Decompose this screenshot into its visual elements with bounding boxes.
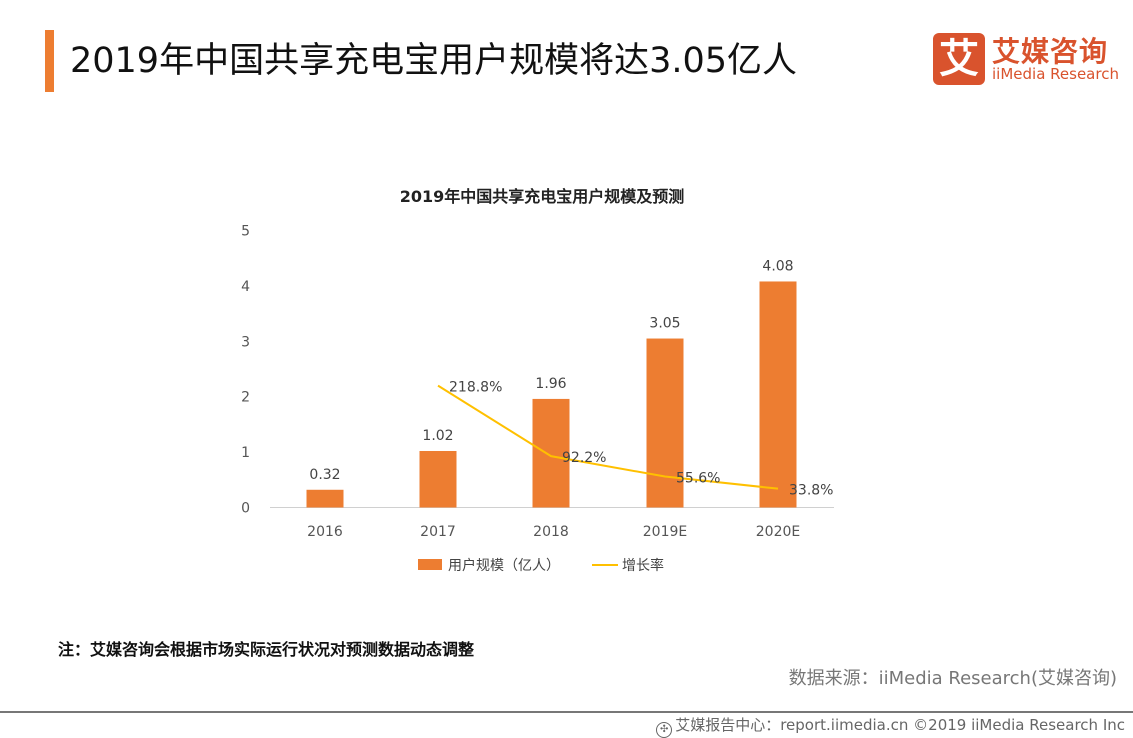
chart: 2019年中国共享充电宝用户规模及预测 0 1 2 3 4 5 0.32 1.02 1.96 3… [241,187,834,574]
chart-title: 2019年中国共享充电宝用户规模及预测 [400,187,685,206]
logo-mark: 艾 [933,33,985,85]
bar-data-label: 4.08 [762,258,793,274]
globe-icon: ✣ [656,722,673,738]
bar-series: 0.32 1.02 1.96 3.05 4.08 [306,258,797,508]
y-tick-label: 5 [241,224,250,240]
line-data-label: 92.2% [562,450,606,466]
logo-en-text: iiMedia Research [992,65,1119,83]
footer-text: 艾媒报告中心：report.iimedia.cn ©2019 iiMedia R… [675,716,1125,734]
line-series: 218.8% 92.2% 55.6% 33.8% [437,380,833,499]
data-source: 数据来源：iiMedia Research(艾媒咨询) [788,668,1117,689]
bar [532,398,570,508]
y-axis: 0 1 2 3 4 5 [241,224,250,517]
bar [306,489,344,508]
x-tick-label: 2017 [420,524,456,540]
bar [759,281,797,508]
legend-line-label: 增长率 [622,557,664,574]
line-data-label: 55.6% [676,471,720,487]
growth-rate-line [437,384,779,490]
note: 注：艾媒咨询会根据市场实际运行状况对预测数据动态调整 [58,640,475,659]
bar [646,338,684,508]
bar-data-label: 3.05 [649,316,680,332]
y-tick-label: 1 [241,445,250,461]
bar-data-label: 1.02 [422,428,453,444]
x-axis: 2016 2017 2018 2019E 2020E [307,524,800,540]
y-tick-label: 4 [241,279,250,295]
bar [419,450,457,508]
y-tick-label: 3 [241,334,250,350]
y-tick-label: 2 [241,390,250,406]
line-data-label: 33.8% [789,483,833,499]
bar-data-label: 1.96 [535,376,566,392]
x-tick-label: 2020E [756,524,800,540]
y-tick-label: 0 [241,501,250,517]
x-tick-label: 2016 [307,524,343,540]
legend-bar-swatch [418,559,442,570]
x-tick-label: 2019E [643,524,687,540]
x-tick-label: 2018 [533,524,569,540]
line-data-label: 218.8% [449,380,502,396]
legend-bar-label: 用户规模（亿人） [448,557,560,574]
footer-divider [0,711,1133,713]
footer: ✣ 艾媒报告中心：report.iimedia.cn ©2019 iiMedia … [656,714,1125,738]
title-accent-bar [45,30,54,92]
logo-cn-text: 艾媒咨询 [992,35,1109,68]
page-title: 2019年中国共享充电宝用户规模将达3.05亿人 [70,41,798,81]
bar-data-label: 0.32 [309,467,340,483]
legend: 用户规模（亿人） 增长率 [418,557,664,574]
